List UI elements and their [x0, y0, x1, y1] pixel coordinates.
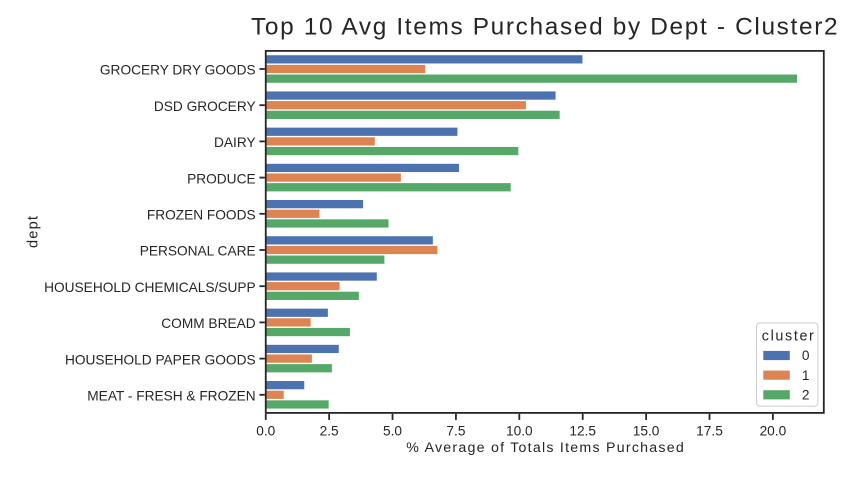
svg-text:dept: dept [25, 216, 41, 248]
svg-text:% Average of Totals Items Purc: % Average of Totals Items Purchased [406, 440, 684, 456]
svg-text:PRODUCE: PRODUCE [187, 171, 255, 186]
svg-text:0: 0 [802, 348, 810, 363]
svg-text:MEAT - FRESH & FROZEN: MEAT - FRESH & FROZEN [87, 389, 255, 404]
svg-text:GROCERY DRY GOODS: GROCERY DRY GOODS [100, 63, 256, 78]
svg-text:5.0: 5.0 [383, 423, 402, 438]
svg-text:17.5: 17.5 [696, 423, 723, 438]
svg-text:HOUSEHOLD CHEMICALS/SUPP: HOUSEHOLD CHEMICALS/SUPP [44, 280, 255, 295]
svg-text:HOUSEHOLD PAPER GOODS: HOUSEHOLD PAPER GOODS [65, 352, 256, 367]
svg-text:20.0: 20.0 [760, 423, 787, 438]
svg-text:2.5: 2.5 [320, 423, 339, 438]
svg-text:DSD GROCERY: DSD GROCERY [154, 99, 256, 114]
svg-text:12.5: 12.5 [569, 423, 596, 438]
svg-text:cluster: cluster [762, 329, 814, 345]
svg-text:2: 2 [802, 387, 810, 402]
svg-text:10.0: 10.0 [506, 423, 533, 438]
svg-text:PERSONAL CARE: PERSONAL CARE [140, 244, 256, 259]
svg-text:7.5: 7.5 [446, 423, 465, 438]
svg-text:1: 1 [802, 368, 810, 383]
svg-text:DAIRY: DAIRY [214, 135, 256, 150]
svg-text:Top 10 Avg Items Purchased by: Top 10 Avg Items Purchased by Dept - Clu… [251, 14, 838, 41]
svg-text:FROZEN FOODS: FROZEN FOODS [147, 208, 256, 223]
svg-text:0.0: 0.0 [256, 423, 275, 438]
svg-text:15.0: 15.0 [633, 423, 660, 438]
svg-text:COMM BREAD: COMM BREAD [161, 316, 255, 331]
